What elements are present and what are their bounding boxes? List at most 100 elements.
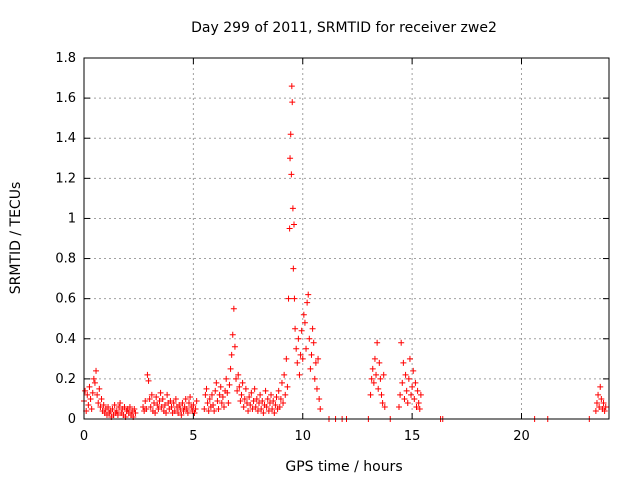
data-point: [242, 385, 249, 392]
data-point: [225, 399, 232, 406]
data-point: [145, 377, 152, 384]
data-point: [91, 379, 98, 386]
data-point: [298, 327, 305, 334]
data-points: [81, 83, 609, 422]
data-point: [172, 395, 179, 402]
data-point: [219, 393, 226, 400]
data-point: [177, 405, 184, 412]
data-point: [208, 391, 215, 398]
data-point: [241, 395, 248, 402]
data-point: [287, 155, 294, 162]
data-point: [288, 83, 295, 90]
data-point: [221, 403, 227, 410]
data-point: [252, 403, 259, 410]
y-tick-label: 1.8: [55, 51, 76, 66]
data-point: [223, 375, 230, 382]
data-point: [250, 397, 257, 404]
y-tick-label: 0.6: [55, 292, 76, 307]
data-point: [403, 387, 410, 394]
plot-frame: [83, 57, 610, 420]
x-tick-label: 10: [294, 429, 311, 444]
data-point: [371, 355, 378, 362]
data-point: [308, 351, 315, 358]
data-point: [316, 395, 323, 402]
data-point: [269, 405, 276, 412]
data-point: [206, 395, 213, 402]
data-point: [266, 399, 273, 406]
data-point: [398, 339, 405, 346]
data-point: [111, 401, 118, 408]
data-point: [211, 407, 218, 414]
data-point: [192, 405, 199, 412]
data-point: [309, 325, 316, 332]
data-point: [184, 409, 191, 416]
data-point: [272, 401, 279, 408]
data-point: [98, 395, 105, 402]
data-point: [376, 359, 383, 366]
data-point: [249, 405, 256, 412]
data-point: [396, 403, 402, 410]
data-point: [286, 225, 293, 232]
data-point: [295, 335, 302, 342]
data-point: [190, 401, 197, 408]
y-tick-labels: 0 0.2 0.4 0.6 0.8 1 1.2 1.4 1.6 1.8: [55, 51, 76, 427]
data-point: [291, 295, 298, 302]
data-point: [285, 295, 292, 302]
data-point: [113, 407, 120, 414]
y-axis-label: SRMTID / TECUs: [8, 182, 24, 295]
data-point: [373, 371, 380, 378]
data-point: [289, 205, 296, 212]
data-point: [253, 395, 260, 402]
data-point: [218, 399, 225, 406]
x-axis-label: GPS time / hours: [285, 459, 402, 475]
axis-ticks: [83, 57, 609, 420]
data-point: [151, 399, 157, 406]
data-point: [254, 407, 261, 414]
data-point: [317, 405, 324, 412]
data-point: [260, 409, 267, 416]
data-point: [408, 391, 415, 398]
data-point: [132, 409, 139, 416]
data-point: [381, 403, 388, 410]
y-tick-label: 1.4: [55, 131, 76, 146]
data-point: [215, 405, 222, 412]
data-point: [246, 393, 253, 400]
data-point: [293, 345, 300, 352]
data-point: [273, 393, 280, 400]
data-point: [93, 367, 100, 374]
data-point: [290, 265, 297, 272]
data-point: [146, 395, 153, 402]
data-point: [596, 403, 603, 410]
data-point: [259, 397, 266, 404]
data-point: [315, 355, 322, 362]
data-point: [227, 365, 234, 372]
data-point: [100, 401, 107, 408]
data-point: [84, 391, 91, 398]
data-point: [236, 383, 243, 390]
data-point: [277, 395, 284, 402]
data-point: [94, 391, 101, 398]
data-point: [374, 339, 381, 346]
data-point: [237, 397, 244, 404]
data-point: [377, 375, 384, 382]
data-point: [247, 401, 254, 408]
data-point: [280, 399, 287, 406]
data-point: [204, 399, 211, 406]
x-tick-label: 5: [189, 429, 197, 444]
y-tick-label: 1.2: [55, 171, 76, 186]
data-point: [256, 399, 262, 406]
data-point: [159, 395, 166, 402]
data-point: [294, 359, 301, 366]
data-point: [114, 411, 121, 418]
data-point: [217, 383, 224, 390]
data-point: [304, 299, 311, 306]
chart-title: Day 299 of 2011, SRMTID for receiver zwe…: [191, 20, 497, 36]
data-point: [307, 365, 314, 372]
data-point: [210, 401, 217, 408]
data-point: [96, 385, 103, 392]
data-point: [291, 221, 297, 228]
data-point: [400, 359, 407, 366]
data-point: [417, 391, 424, 398]
x-tick-label: 0: [80, 429, 88, 444]
